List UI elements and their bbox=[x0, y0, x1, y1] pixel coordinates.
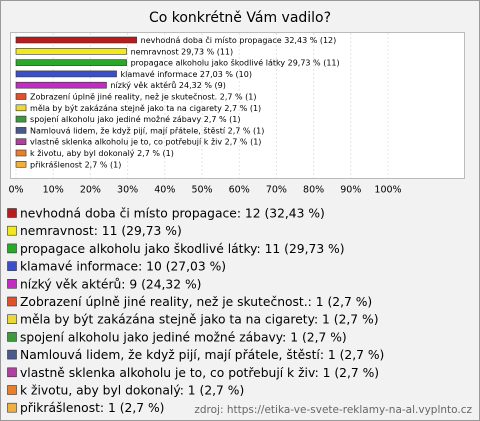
legend-swatch bbox=[7, 349, 17, 360]
legend-swatch bbox=[7, 208, 17, 218]
bar-label: Namlouvá lidem, že když pijí, mají přáte… bbox=[30, 125, 264, 135]
value-label: 2,7 % (1) bbox=[224, 103, 261, 112]
bar-label: vlastně sklenka alkoholu je to, co potře… bbox=[30, 137, 261, 146]
x-tick-label: 50% bbox=[191, 185, 212, 196]
x-tick-label: 20% bbox=[80, 185, 101, 196]
value-label: 2,7 % (1) bbox=[204, 115, 241, 124]
legend-swatch bbox=[7, 314, 17, 325]
value-label: 2,7 % (1) bbox=[85, 160, 122, 169]
bar bbox=[15, 93, 27, 100]
value-label: 32,43 % (12) bbox=[284, 36, 336, 45]
legend-label: Namlouvá lidem, že když pijí, mají přáte… bbox=[20, 348, 384, 362]
legend-swatch bbox=[7, 278, 17, 289]
bar-category: nízký věk aktérů bbox=[110, 80, 176, 90]
bar-category: spojení alkoholu jako jediné možné zábav… bbox=[30, 114, 201, 124]
bar-category: Namlouvá lidem, že když pijí, mají přáte… bbox=[30, 125, 226, 135]
bar-category: přikrášlenost bbox=[30, 159, 82, 169]
x-tick-label: 30% bbox=[117, 185, 138, 196]
legend-label: nízký věk aktérů: 9 (24,32 %) bbox=[20, 277, 201, 291]
bar-label: klamavé informace 27,03 % (10) bbox=[121, 68, 252, 78]
legend-label: nemravnost: 11 (29,73 %) bbox=[20, 224, 182, 238]
x-tick-label: 100% bbox=[374, 185, 401, 196]
legend-label: Zobrazení úplně jiné reality, než je sku… bbox=[20, 295, 372, 309]
x-tick-label: 90% bbox=[340, 185, 361, 196]
legend-swatch bbox=[7, 332, 17, 342]
bar bbox=[15, 127, 27, 134]
legend-swatch bbox=[7, 261, 17, 271]
bar-category: Zobrazení úplně jiné reality, než je sku… bbox=[30, 91, 217, 101]
x-tick-label: 80% bbox=[303, 185, 324, 196]
bar bbox=[15, 36, 137, 44]
bar-category: propagace alkoholu jako škodlivé látky bbox=[131, 57, 286, 67]
x-tick-label: 10% bbox=[43, 185, 64, 196]
bar-category: klamavé informace bbox=[121, 68, 198, 78]
value-label: 2,7 % (1) bbox=[225, 137, 262, 146]
bar-label: měla by být zakázána stejně jako ta na c… bbox=[30, 103, 261, 112]
legend-label: měla by být zakázána stejně jako ta na c… bbox=[20, 313, 379, 327]
bar-label: přikrášlenost 2,7 % (1) bbox=[30, 159, 121, 169]
x-tick-label: 40% bbox=[154, 185, 175, 196]
bar-category: vlastně sklenka alkoholu je to, co potře… bbox=[30, 137, 222, 146]
legend-label: spojení alkoholu jako jediné možné zábav… bbox=[20, 330, 347, 344]
value-label: 29,73 % (11) bbox=[181, 47, 233, 56]
legend-label: přikrášlenost: 1 (2,7 %) bbox=[20, 401, 164, 415]
value-label: 2,7 % (1) bbox=[220, 92, 257, 101]
bar bbox=[15, 138, 27, 145]
bar-category: k životu, aby byl dokonalý bbox=[30, 149, 135, 158]
bar-label: Zobrazení úplně jiné reality, než je sku… bbox=[30, 91, 256, 101]
bar bbox=[15, 47, 127, 55]
legend-swatch bbox=[7, 243, 17, 254]
bar bbox=[15, 161, 27, 168]
source: zdroj: https://etika-ve-svete-reklamy-na… bbox=[194, 404, 472, 416]
bar-label: nízký věk aktérů 24,32 % (9) bbox=[110, 80, 225, 90]
bar-category: nemravnost bbox=[131, 47, 179, 56]
x-tick-label: 0% bbox=[8, 185, 23, 196]
bar-label: nevhodná doba či místo propagace 32,43 %… bbox=[141, 35, 337, 45]
legend-label: propagace alkoholu jako škodlivé látky: … bbox=[20, 242, 345, 256]
legend-swatch bbox=[7, 367, 17, 378]
bar bbox=[15, 59, 127, 66]
bar bbox=[15, 104, 27, 112]
legend-swatch bbox=[7, 402, 17, 413]
legend-swatch bbox=[7, 296, 17, 307]
bar-category: nevhodná doba či místo propagace bbox=[141, 35, 282, 45]
legend-label: klamavé informace: 10 (27,03 %) bbox=[20, 260, 226, 274]
bar bbox=[15, 70, 117, 78]
legend-label: vlastně sklenka alkoholu je to, co potře… bbox=[20, 366, 379, 380]
x-tick-label: 70% bbox=[266, 185, 287, 196]
value-label: 2,7 % (1) bbox=[228, 126, 265, 135]
legend-label: k životu, aby byl dokonalý: 1 (2,7 %) bbox=[20, 384, 244, 398]
bar-label: k životu, aby byl dokonalý 2,7 % (1) bbox=[30, 149, 174, 158]
bar-label: propagace alkoholu jako škodlivé látky 2… bbox=[131, 57, 340, 67]
bar-label: nemravnost 29,73 % (11) bbox=[131, 47, 234, 56]
legend-label: nevhodná doba či místo propagace: 12 (32… bbox=[20, 207, 325, 221]
bar bbox=[15, 81, 107, 89]
bar-category: měla by být zakázána stejně jako ta na c… bbox=[30, 103, 222, 112]
value-label: 2,7 % (1) bbox=[137, 149, 174, 158]
value-label: 24,32 % (9) bbox=[179, 81, 226, 90]
bar-label: spojení alkoholu jako jediné možné zábav… bbox=[30, 114, 240, 124]
legend-swatch bbox=[7, 385, 17, 395]
value-label: 29,73 % (11) bbox=[288, 58, 340, 67]
bar bbox=[15, 115, 27, 123]
plot-area bbox=[10, 32, 465, 179]
legend-swatch bbox=[7, 225, 17, 236]
bar bbox=[15, 149, 27, 157]
x-tick-label: 60% bbox=[229, 185, 250, 196]
chart-title: Co konkrétně Vám vadilo? bbox=[149, 10, 331, 26]
value-label: 27,03 % (10) bbox=[200, 69, 252, 78]
